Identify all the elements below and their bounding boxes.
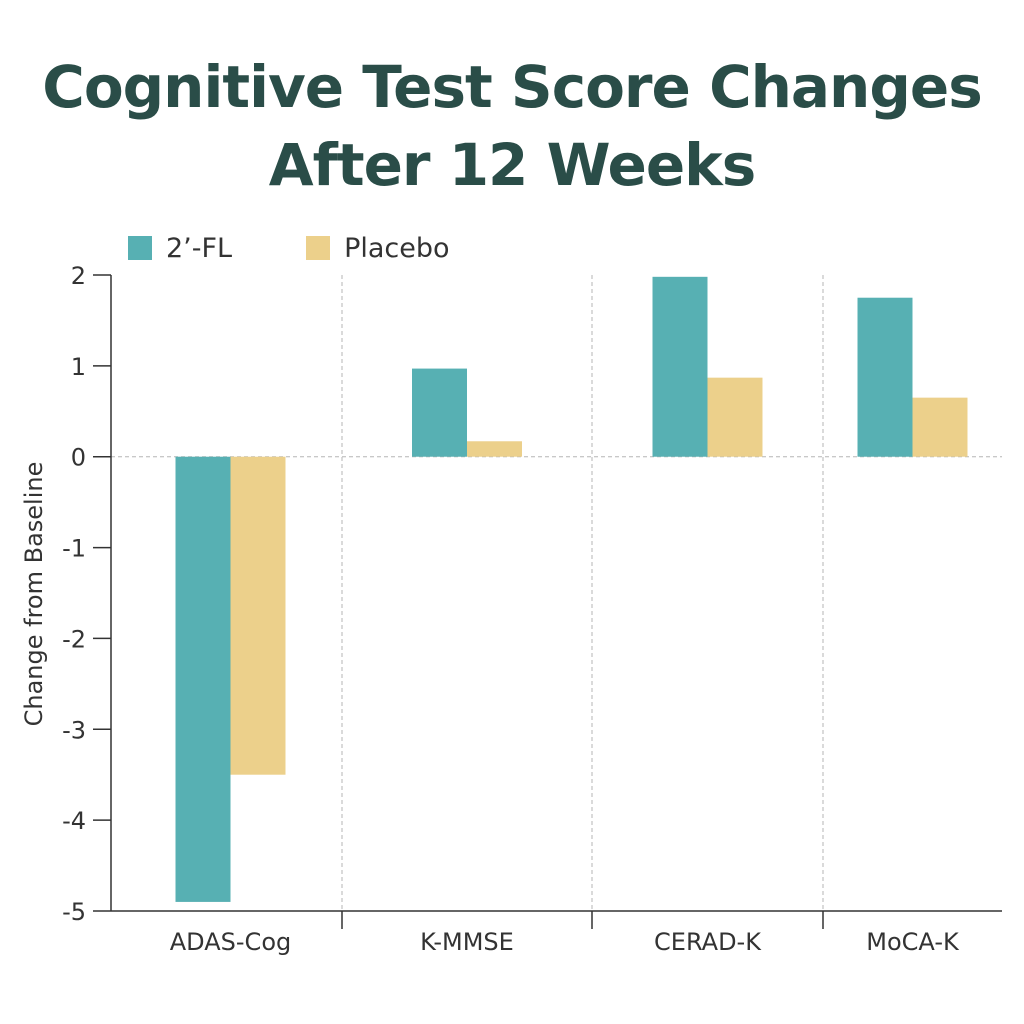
x-tick-label-adas-cog: ADAS-Cog xyxy=(170,928,291,956)
x-tick-label-cerad-k: CERAD-K xyxy=(654,928,762,956)
x-tick-label-k-mmse: K-MMSE xyxy=(420,928,514,956)
bar-placebo-adas-cog xyxy=(230,456,286,775)
bar-2fl-moca-k xyxy=(857,297,913,457)
y-tick-label-6: -4 xyxy=(62,807,86,835)
chart-title-line-1: Cognitive Test Score Changes xyxy=(42,53,982,121)
y-tick-label-2: 0 xyxy=(71,444,86,472)
legend-item-placebo: Placebo xyxy=(306,232,450,264)
bar-placebo-moca-k xyxy=(912,397,968,457)
legend-swatch-placebo xyxy=(306,236,331,260)
y-tick-label-7: -5 xyxy=(62,898,86,926)
chart-title: Cognitive Test Score Changes After 12 We… xyxy=(0,48,1024,204)
bar-2fl-k-mmse xyxy=(412,368,467,457)
legend-label-placebo: Placebo xyxy=(344,232,450,264)
bar-placebo-cerad-k xyxy=(707,377,763,457)
y-tick-label-5: -3 xyxy=(62,716,86,744)
bar-2fl-cerad-k xyxy=(652,276,708,457)
y-tick-label-1: 1 xyxy=(71,353,86,381)
y-axis-label: Change from Baseline xyxy=(20,462,48,727)
legend-swatch-2fl xyxy=(128,236,152,260)
legend-label-2fl: 2’-FL xyxy=(166,232,233,264)
legend: 2’-FL Placebo xyxy=(128,228,524,268)
bar-2fl-adas-cog xyxy=(175,456,231,902)
y-tick-label-3: -1 xyxy=(62,535,86,563)
y-tick-label-4: -2 xyxy=(62,625,86,653)
legend-item-2fl: 2’-FL xyxy=(128,233,232,264)
y-tick-label-0: 2 xyxy=(71,262,86,290)
chart-title-line-2: After 12 Weeks xyxy=(268,131,757,199)
bar-placebo-k-mmse xyxy=(467,441,522,457)
x-tick-label-moca-k: MoCA-K xyxy=(866,928,960,956)
